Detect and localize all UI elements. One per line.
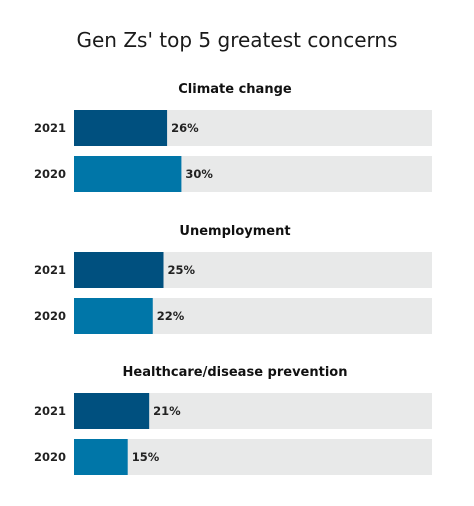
group-title: Unemployment xyxy=(179,224,290,239)
group-title: Climate change xyxy=(178,82,292,97)
value-label: 30% xyxy=(185,167,213,181)
bar xyxy=(74,110,168,146)
value-label: 26% xyxy=(171,121,199,135)
year-label: 2021 xyxy=(34,121,66,135)
bar xyxy=(74,156,182,192)
bar xyxy=(74,393,150,429)
year-label: 2020 xyxy=(34,167,66,181)
bar xyxy=(74,439,128,475)
bar xyxy=(74,298,153,334)
year-label: 2020 xyxy=(34,450,66,464)
year-label: 2021 xyxy=(34,263,66,277)
bar-group: Unemployment 2021 25% 2020 22% xyxy=(34,224,432,334)
value-label: 25% xyxy=(168,263,196,277)
year-label: 2020 xyxy=(34,309,66,323)
bar-group: Healthcare/disease prevention 2021 21% 2020… xyxy=(34,365,432,475)
bar-track xyxy=(74,439,432,475)
chart-title: Gen Zs' top 5 greatest concerns xyxy=(76,28,397,52)
bar-group: Climate change 2021 26% 2020 30% xyxy=(34,82,432,192)
value-label: 21% xyxy=(153,404,181,418)
year-label: 2021 xyxy=(34,404,66,418)
group-title: Healthcare/disease prevention xyxy=(123,365,348,380)
bar xyxy=(74,252,164,288)
chart-groups: Climate change 2021 26% 2020 30% Unemployment… xyxy=(34,82,432,475)
value-label: 15% xyxy=(132,450,160,464)
value-label: 22% xyxy=(157,309,185,323)
